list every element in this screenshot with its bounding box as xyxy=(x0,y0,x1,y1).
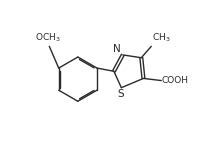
Text: CH$_3$: CH$_3$ xyxy=(152,32,171,44)
Text: OCH$_3$: OCH$_3$ xyxy=(35,32,60,44)
Text: N: N xyxy=(113,44,121,54)
Text: COOH: COOH xyxy=(162,76,189,85)
Text: S: S xyxy=(117,89,124,99)
